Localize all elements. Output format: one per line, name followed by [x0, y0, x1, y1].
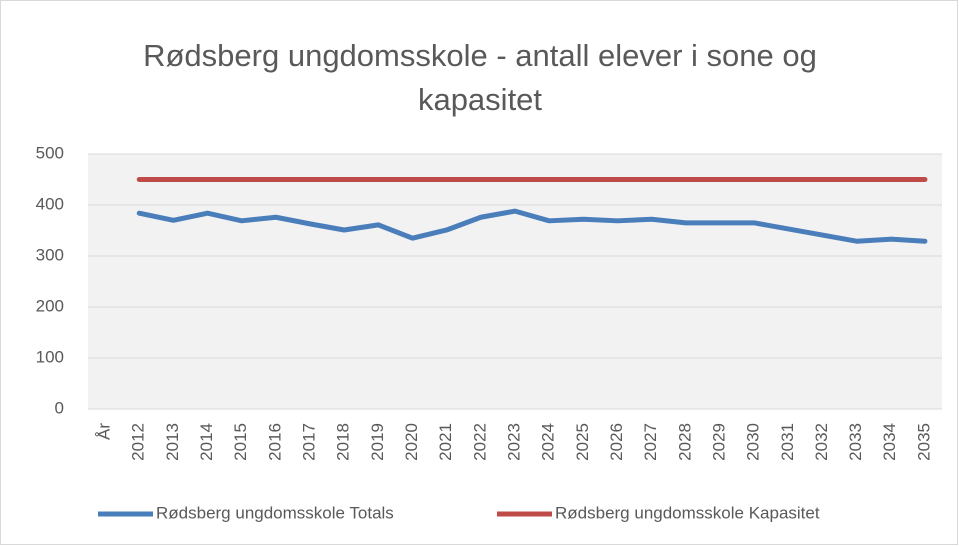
x-tick-label: 2024 [539, 423, 558, 461]
x-tick-label: 2021 [436, 423, 455, 461]
x-tick-label: 2022 [470, 423, 489, 461]
x-tick-label: År [95, 423, 114, 440]
x-tick-label: 2019 [368, 423, 387, 461]
x-tick-label: 2023 [504, 423, 523, 461]
x-tick-label: 2035 [914, 423, 933, 461]
legend-label: Rødsberg ungdomsskole Totals [156, 503, 394, 522]
y-tick-label: 100 [36, 347, 64, 366]
x-tick-label: 2032 [812, 423, 831, 461]
x-tick-label: 2027 [641, 423, 660, 461]
x-tick-label: 2015 [231, 423, 250, 461]
x-tick-label: 2014 [197, 423, 216, 461]
x-tick-label: 2028 [675, 423, 694, 461]
legend-label: Rødsberg ungdomsskole Kapasitet [555, 503, 820, 522]
x-tick-label: 2018 [334, 423, 353, 461]
x-tick-label: 2029 [709, 423, 728, 461]
x-tick-label: 2034 [880, 423, 899, 461]
x-tick-label: 2016 [265, 423, 284, 461]
chart-title: Rødsberg ungdomsskole - antall elever i … [143, 38, 817, 117]
series-line [136, 208, 928, 244]
y-tick-label: 0 [55, 398, 64, 417]
x-tick-label: 2012 [129, 423, 148, 461]
y-tick-label: 500 [36, 143, 64, 162]
plot-area [88, 154, 942, 409]
x-tick-label: 2020 [402, 423, 421, 461]
y-tick-label: 300 [36, 245, 64, 264]
x-tick-label: 2013 [163, 423, 182, 461]
x-tick-label: 2017 [300, 423, 319, 461]
x-tick-label: 2031 [778, 423, 797, 461]
y-tick-label: 400 [36, 194, 64, 213]
y-tick-label: 200 [36, 296, 64, 315]
x-tick-label: 2025 [573, 423, 592, 461]
x-tick-label: 2030 [744, 423, 763, 461]
x-tick-label: 2026 [607, 423, 626, 461]
x-tick-label: 2033 [846, 423, 865, 461]
